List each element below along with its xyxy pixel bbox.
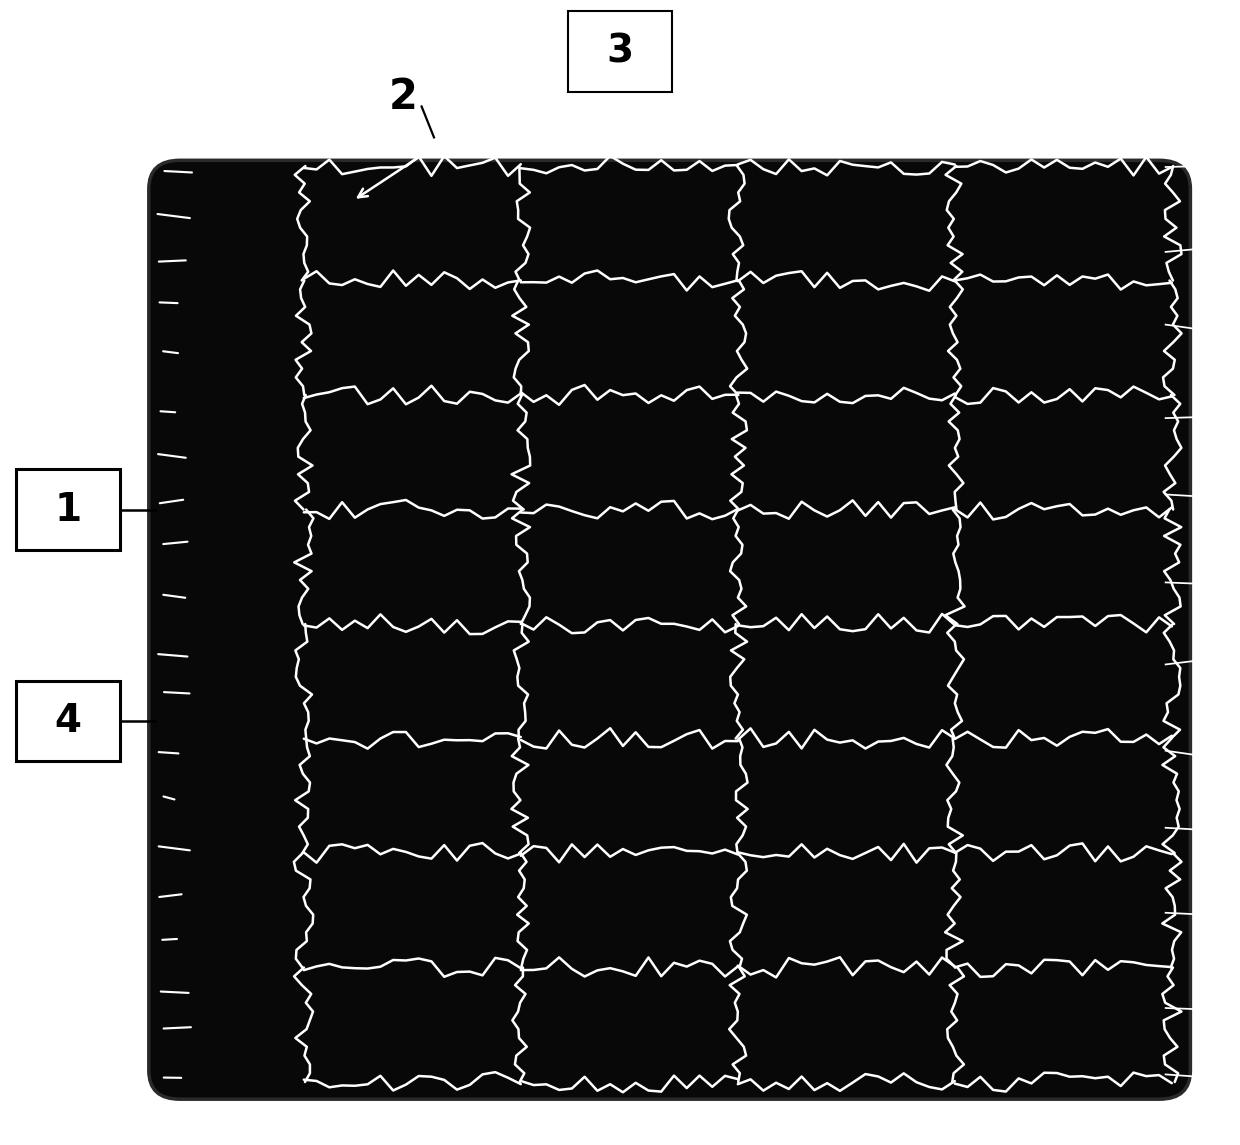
Text: 1: 1 <box>55 490 82 529</box>
FancyBboxPatch shape <box>16 469 120 550</box>
FancyBboxPatch shape <box>149 160 1190 1099</box>
Text: 2: 2 <box>388 77 418 118</box>
Text: 3: 3 <box>606 32 634 71</box>
FancyBboxPatch shape <box>16 681 120 761</box>
FancyBboxPatch shape <box>568 11 672 92</box>
Text: 4: 4 <box>55 702 82 741</box>
